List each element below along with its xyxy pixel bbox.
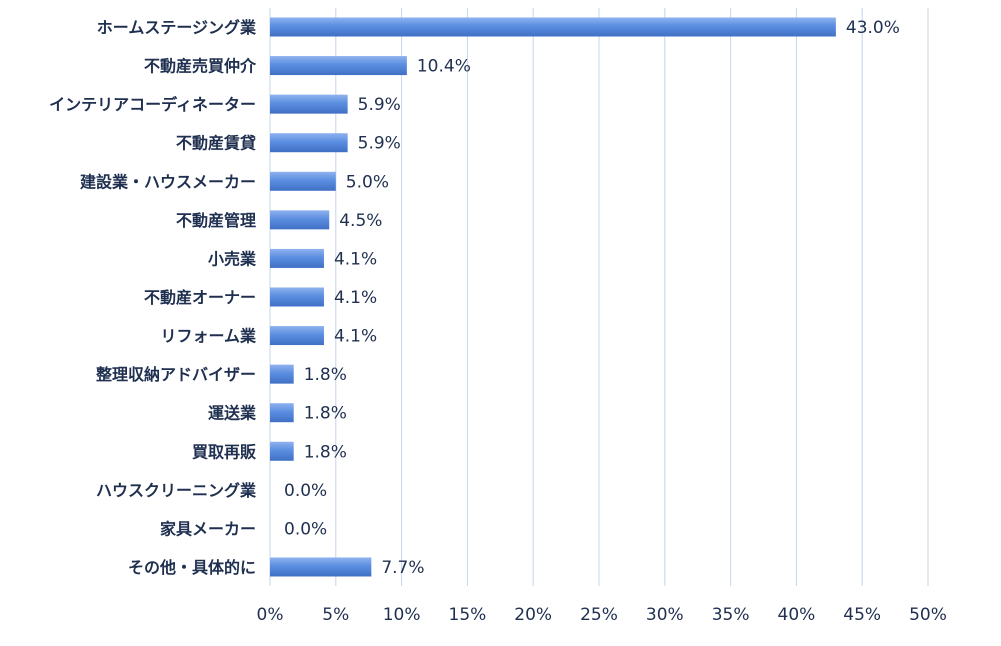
- value-labels: 43.0% 10.4% 5.9% 5.9% 5.0% 4.5% 4.1% 4.1% 4.1% 1.…: [284, 18, 900, 578]
- bars: [270, 17, 836, 577]
- value-label: 4.1%: [334, 327, 377, 347]
- x-tick-label: 10%: [383, 605, 421, 625]
- category-label: 不動産売買仲介: [144, 57, 257, 76]
- category-label: 運送業: [208, 404, 257, 423]
- value-label: 1.8%: [304, 404, 347, 424]
- x-tick-label: 40%: [778, 605, 816, 625]
- value-label: 4.5%: [339, 211, 382, 231]
- x-tick-label: 20%: [514, 605, 552, 625]
- category-labels: ホームステージング業不動産売買仲介インテリアコーディネーター不動産賃貸建設業・ハ…: [49, 18, 257, 577]
- x-tick-label: 5%: [322, 605, 349, 625]
- x-axis-tick-labels: 0% 5% 10% 15% 20% 25% 30% 35% 40% 45% 50%: [257, 605, 947, 625]
- bar: [270, 557, 372, 577]
- value-label: 10.4%: [417, 57, 471, 77]
- value-label: 5.0%: [346, 172, 389, 192]
- value-label: 0.0%: [284, 481, 327, 501]
- value-label: 4.1%: [334, 249, 377, 269]
- category-label: 不動産管理: [176, 211, 256, 230]
- category-label: 不動産賃貸: [176, 134, 256, 153]
- value-label: 7.7%: [381, 558, 424, 578]
- category-label: ホームステージング業: [97, 18, 257, 37]
- bar: [270, 287, 324, 307]
- bar: [270, 210, 330, 230]
- value-label: 1.8%: [304, 442, 347, 462]
- category-label: 家具メーカー: [160, 519, 256, 538]
- category-label: リフォーム業: [160, 327, 257, 346]
- category-label: 買取再販: [192, 442, 257, 461]
- bar: [270, 94, 348, 114]
- category-label: その他・具体的に: [128, 558, 256, 577]
- value-label: 1.8%: [304, 365, 347, 385]
- bar: [270, 326, 324, 346]
- x-tick-label: 45%: [843, 605, 881, 625]
- value-label: 43.0%: [846, 18, 900, 38]
- bar: [270, 133, 348, 153]
- x-tick-label: 0%: [257, 605, 284, 625]
- x-tick-label: 15%: [449, 605, 487, 625]
- value-label: 5.9%: [358, 95, 401, 115]
- bar: [270, 248, 324, 268]
- x-tick-label: 30%: [646, 605, 684, 625]
- category-label: 整理収納アドバイザー: [95, 365, 256, 384]
- category-label: 不動産オーナー: [144, 288, 256, 307]
- x-tick-label: 50%: [909, 605, 947, 625]
- value-label: 5.9%: [358, 134, 401, 154]
- bar: [270, 403, 294, 423]
- bar: [270, 171, 336, 191]
- value-label: 0.0%: [284, 519, 327, 539]
- bar: [270, 364, 294, 384]
- category-label: ハウスクリーニング業: [96, 481, 257, 500]
- bar: [270, 17, 836, 37]
- value-label: 4.1%: [334, 288, 377, 308]
- category-label: 建設業・ハウスメーカー: [80, 172, 256, 191]
- category-label: インテリアコーディネーター: [49, 95, 256, 114]
- bar: [270, 441, 294, 461]
- x-tick-label: 35%: [712, 605, 750, 625]
- category-label: 小売業: [208, 249, 257, 268]
- x-tick-label: 25%: [580, 605, 618, 625]
- bar: [270, 56, 407, 76]
